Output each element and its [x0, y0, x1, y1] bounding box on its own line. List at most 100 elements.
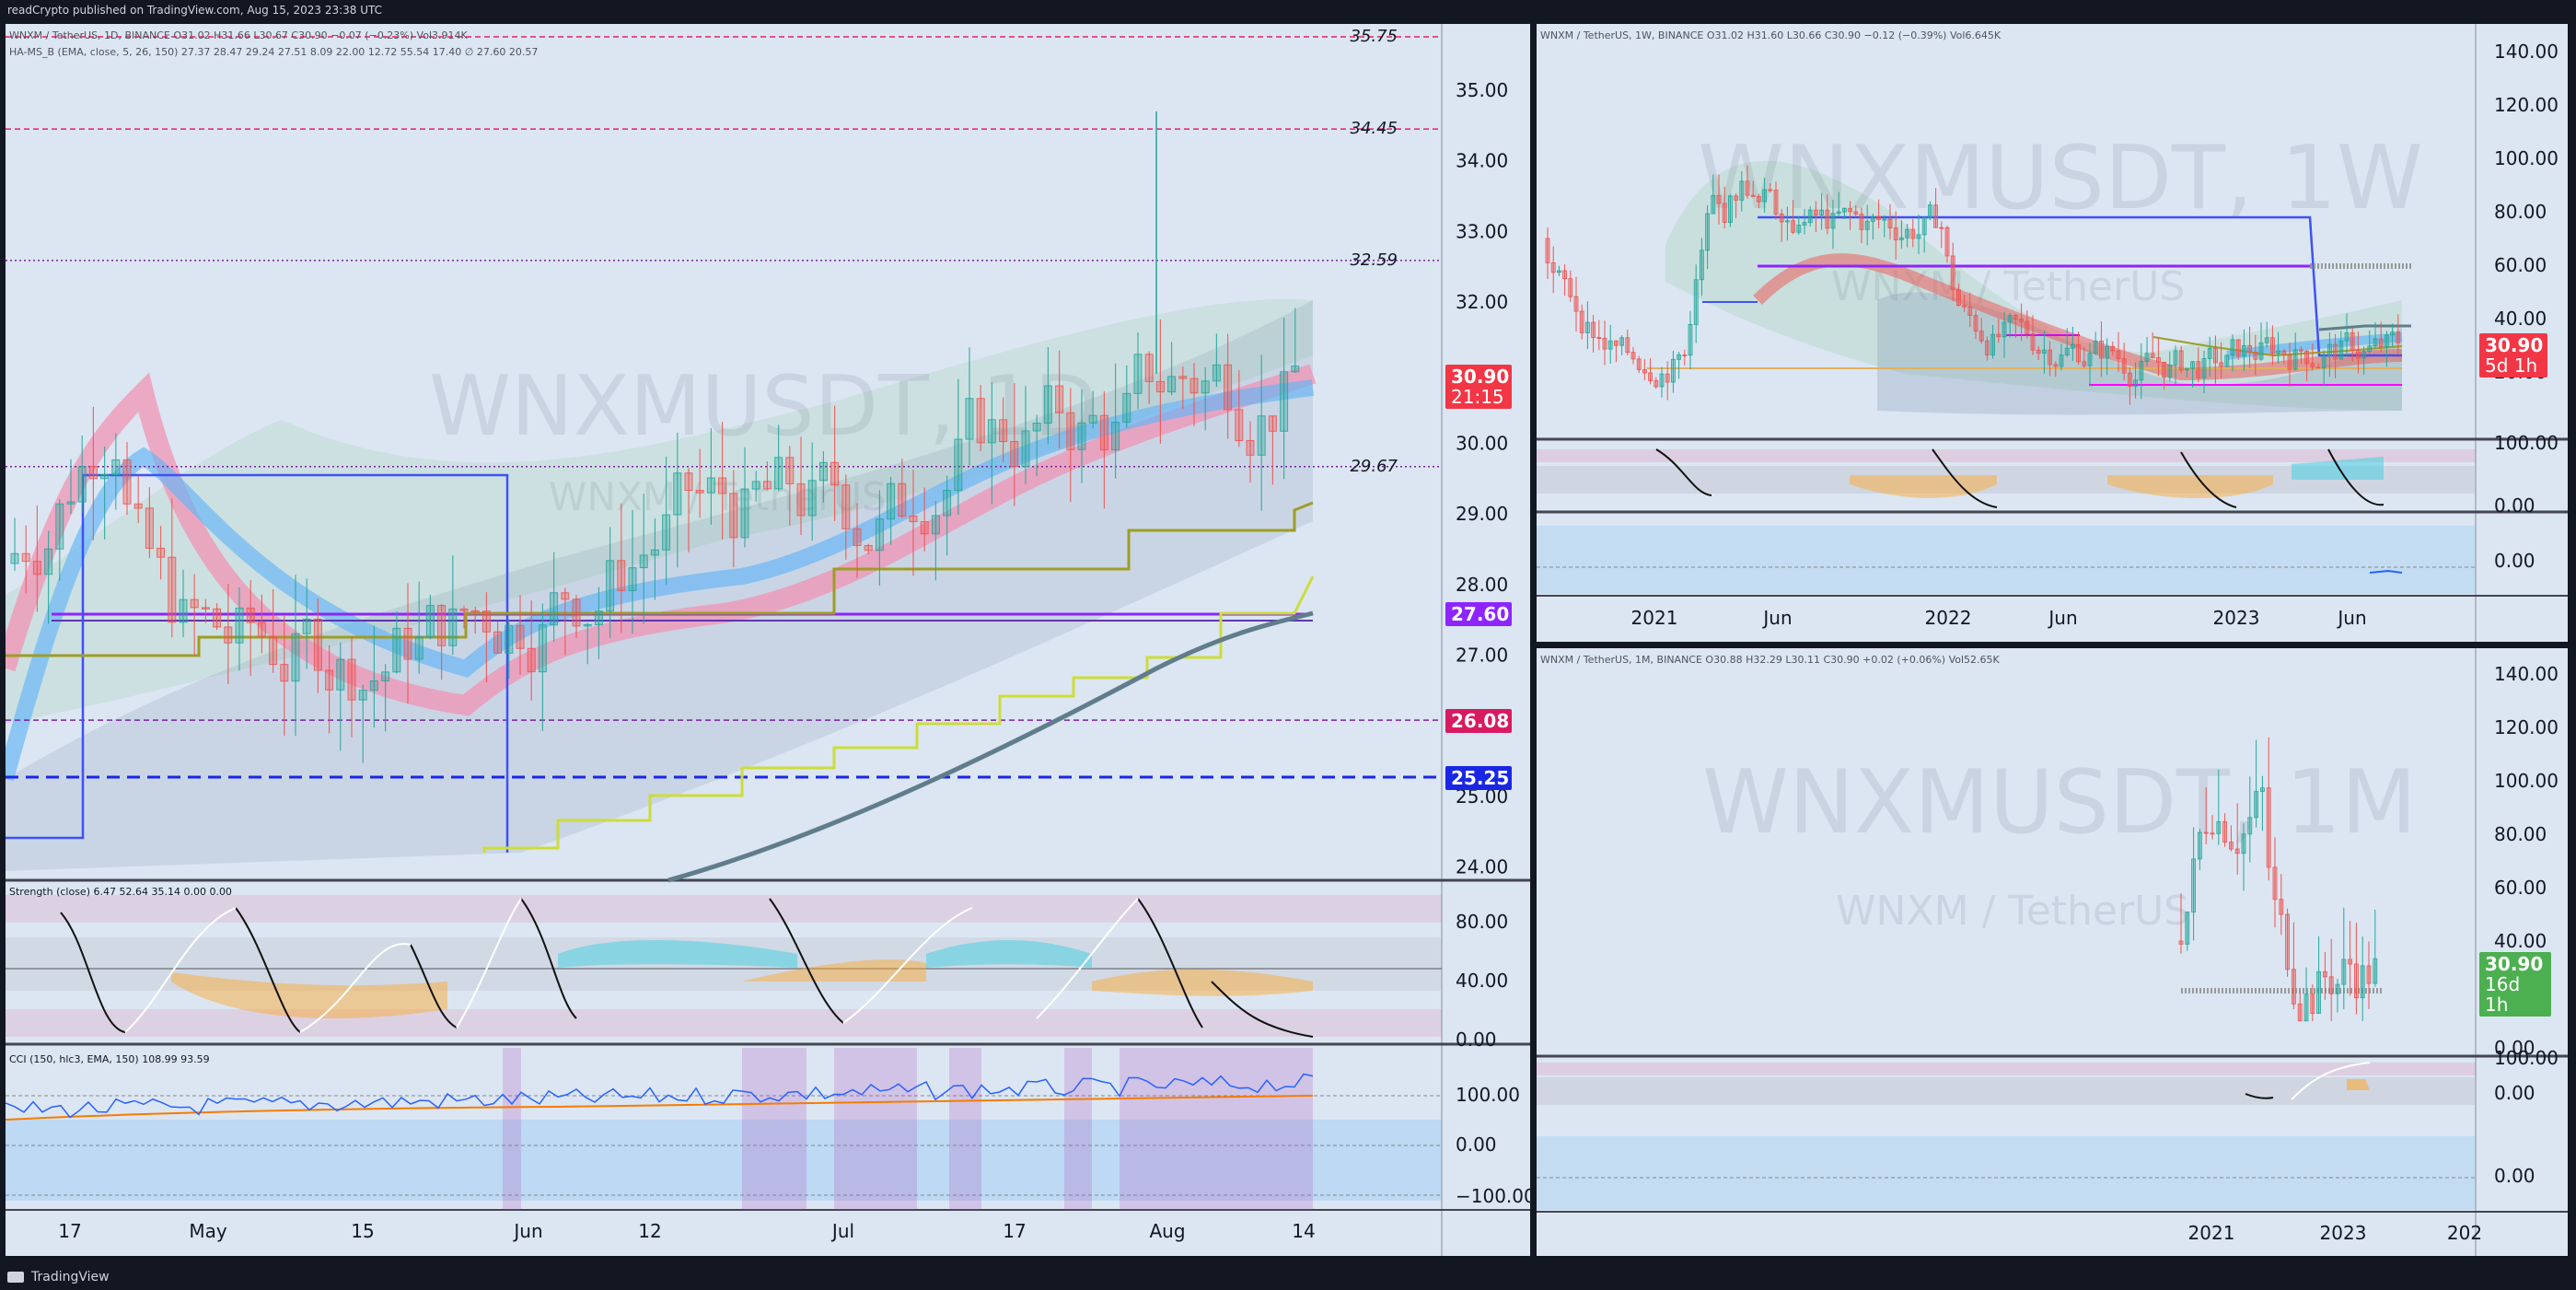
candle-body — [235, 607, 244, 644]
candle-body — [1836, 211, 1841, 215]
candle-body — [1882, 218, 1887, 221]
cci-tick-label: 0.00 — [1456, 1133, 1497, 1156]
candle-body — [1155, 380, 1165, 393]
time-tick-label: Jun — [512, 1220, 542, 1242]
candle-body — [1955, 289, 1961, 307]
candle-body — [1876, 215, 1882, 220]
candle-body — [1739, 180, 1745, 201]
time-tick-label: 17 — [1003, 1220, 1026, 1242]
current-price-tag-countdown: 21:15 — [1451, 386, 1504, 408]
time-tick-label: 2021 — [2188, 1222, 2235, 1244]
strength-fill-orange — [1092, 969, 1313, 996]
candle-body — [2348, 959, 2352, 965]
candle-body — [2105, 345, 2109, 359]
candle-body — [257, 622, 266, 637]
candle-body — [1848, 207, 1853, 213]
candle-body — [1032, 423, 1041, 432]
candle-body — [1066, 412, 1075, 450]
daily-chart-panel[interactable]: 35.0034.0033.0032.0031.0030.0029.0028.00… — [6, 24, 1530, 1256]
candle-body — [1614, 340, 1619, 346]
candle-body — [133, 503, 143, 509]
candle-body — [1819, 209, 1825, 215]
candle-body — [1055, 385, 1064, 413]
candle-body — [1973, 315, 1978, 331]
candle-body — [2266, 787, 2271, 868]
candle-body — [628, 567, 637, 591]
candle-body — [1768, 189, 1773, 192]
candle-body — [718, 477, 727, 494]
candle-body — [2367, 345, 2373, 353]
price-tick-label: 30.00 — [1456, 433, 1508, 455]
candle-body — [2327, 343, 2332, 357]
candle-body — [2373, 338, 2378, 347]
candle-body — [179, 599, 188, 623]
price-pane-bg — [6, 24, 1530, 880]
cci-fill — [1537, 526, 2476, 594]
time-tick-label: 14 — [1292, 1220, 1315, 1242]
candle-body — [2076, 343, 2081, 363]
daily-legend-main: WNXM / TetherUS, 1D, BINANCE O31.02 H31.… — [9, 29, 468, 41]
candle-body — [751, 481, 760, 490]
candle-body — [1830, 213, 1836, 229]
candle-body — [2173, 350, 2178, 366]
candle-body — [2133, 379, 2138, 387]
daily-chart-canvas[interactable]: 35.0034.0033.0032.0031.0030.0029.0028.00… — [6, 24, 1530, 1256]
price-tick-label: 29.00 — [1456, 503, 1508, 525]
time-tick-label: Jul — [830, 1220, 854, 1242]
candle-body — [1859, 214, 1864, 230]
candle-body — [2053, 364, 2059, 367]
monthly-chart-canvas[interactable]: WNXMUSDT, 1M WNXM / TetherUS 140.00 120.00 1… — [1537, 648, 2568, 1256]
cci-highlight-band — [1120, 1048, 1313, 1210]
weekly-chart-panel[interactable]: WNXMUSDT, 1W WNXM / TetherUS 140.00 120.00 1… — [1537, 24, 2568, 642]
cci-highlight-band — [834, 1048, 917, 1210]
candle-body — [2297, 1003, 2303, 1022]
monthly-chart-panel[interactable]: WNXMUSDT, 1M WNXM / TetherUS 140.00 120.00 1… — [1537, 648, 2568, 1256]
candle-body — [1585, 321, 1590, 333]
candle-body — [853, 528, 862, 546]
time-tick-label: May — [189, 1220, 227, 1242]
ema-ribbon-pink — [6, 364, 1317, 716]
candle-body — [2396, 331, 2401, 343]
cci-tick-label: 100.00 — [1456, 1084, 1520, 1106]
candle-body — [920, 521, 929, 535]
candle-body — [1762, 189, 1768, 203]
candle-body — [1921, 216, 1927, 236]
level-tag-2760: 27.60 — [1445, 602, 1512, 626]
candle-body — [1224, 364, 1233, 411]
candle-body — [448, 608, 458, 646]
level-label: 34.45 — [1350, 119, 1398, 138]
candle-body — [2156, 357, 2161, 363]
candle-body — [887, 482, 896, 520]
current-price-tag: 30.90 16d 1h — [2479, 952, 2551, 1017]
chart-watermark-pair: WNXM / TetherUS — [549, 474, 887, 519]
strength-fill-cyan — [926, 940, 1092, 968]
current-price-tag-countdown: 16d 1h — [2485, 973, 2521, 1016]
chart-watermark-pair: WNXM / TetherUS — [1836, 888, 2189, 935]
candle-body — [1596, 337, 1602, 339]
candle-body — [1779, 214, 1784, 223]
oversold-zone — [6, 1009, 1442, 1037]
strength-line-white — [124, 898, 1139, 1033]
candle-body — [2390, 331, 2395, 336]
candle-body — [1291, 366, 1300, 373]
candle-body — [2354, 963, 2359, 999]
candle-body — [313, 618, 322, 671]
candle-body — [2272, 866, 2278, 901]
candle-body — [2013, 315, 2018, 320]
candle-body — [122, 459, 132, 505]
candle-body — [2338, 340, 2344, 360]
candle-body — [2253, 352, 2258, 360]
candle-body — [2276, 350, 2280, 354]
candle-body — [2316, 970, 2321, 1015]
neutral-zone — [1537, 1077, 2476, 1105]
time-tick-label: 17 — [58, 1220, 81, 1242]
candle-body — [1257, 415, 1266, 456]
candle-body — [943, 490, 952, 517]
candle-body — [325, 669, 334, 691]
candle-body — [2285, 913, 2290, 970]
ema-ribbon-pink — [1753, 253, 2403, 381]
candle-body — [987, 419, 996, 444]
candle-body — [2241, 833, 2246, 854]
candle-body — [1745, 180, 1750, 196]
